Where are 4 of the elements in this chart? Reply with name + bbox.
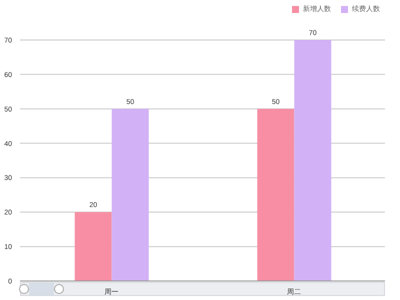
bar [257,108,294,281]
bar [74,212,112,281]
bar [112,108,149,281]
bar [294,40,332,281]
